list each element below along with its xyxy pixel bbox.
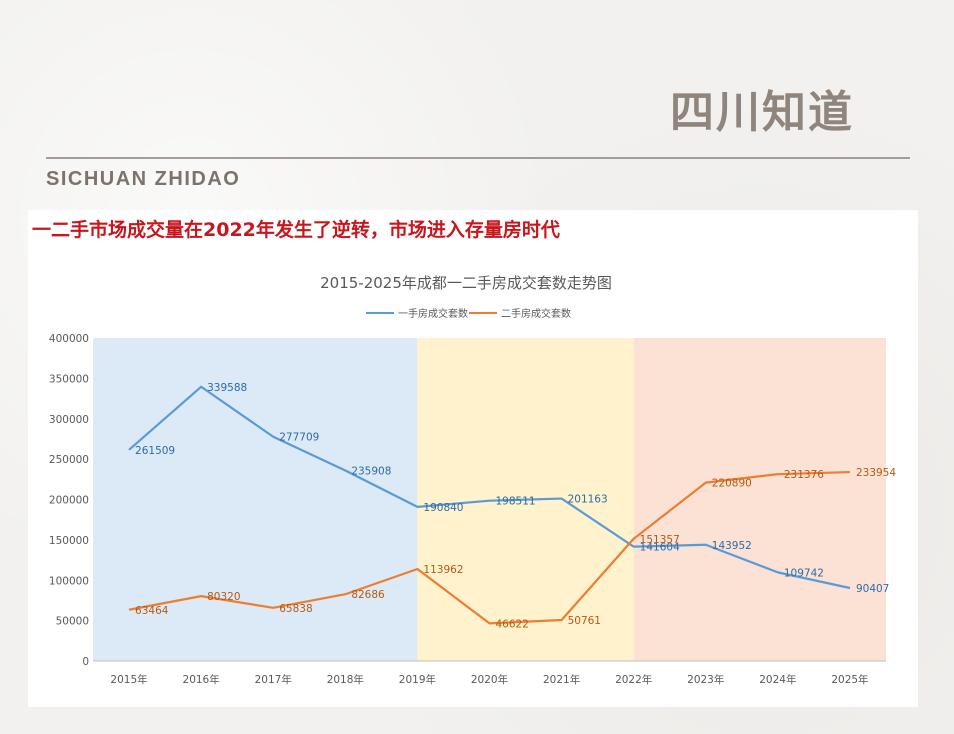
logo-text: 四川知道 [670,87,854,138]
x-tick-label: 2017年 [255,673,292,686]
data-label-series-1: 235908 [351,466,391,478]
background-zone-3 [633,338,886,661]
data-label-series-1: 190840 [423,502,463,514]
y-tick-label: 250000 [49,454,89,466]
legend-label-series-2: 二手房成交套数 [501,307,571,320]
y-tick-label: 200000 [49,495,89,507]
x-tick-label: 2024年 [759,673,796,686]
y-tick-label: 350000 [49,373,89,385]
y-tick-label: 400000 [49,333,89,345]
series-lines [128,385,851,625]
data-label-series-2: 151357 [640,534,680,546]
data-label-series-1: 90407 [856,583,889,595]
legend: 一手房成交套数 二手房成交套数 [366,307,571,320]
data-label-series-2: 50761 [568,615,601,627]
data-labels: 261509 339588 277709 235908 190840 198511 2011… [135,382,896,631]
y-tick-label: 300000 [49,414,89,426]
y-tick-label: 100000 [49,575,89,587]
y-tick-label: 150000 [49,535,89,547]
x-tick-label: 2025年 [831,673,868,686]
data-label-series-1: 277709 [279,432,319,444]
data-label-series-2: 46622 [496,618,529,630]
data-label-series-2: 82686 [351,589,385,601]
data-label-series-2: 80320 [207,591,240,603]
brand-english-name: SICHUAN ZHIDAO [46,168,241,190]
y-axis-ticks: 0 50000 100000 150000 200000 250000 300000 3500… [49,333,89,668]
series-line-1 [128,385,851,590]
data-label-series-1: 141604 [640,542,680,554]
data-label-series-1: 339588 [207,382,247,394]
y-tick-label: 0 [82,656,89,668]
data-label-series-2: 233954 [856,467,896,479]
x-tick-label: 2021年 [543,673,580,686]
x-tick-label: 2022年 [615,673,652,686]
x-tick-label: 2018年 [327,673,364,686]
brand-logo: 四川知道 [670,86,854,140]
header-divider [46,157,910,159]
x-tick-label: 2019年 [399,673,436,686]
data-label-series-2: 63464 [135,605,169,617]
series-line-2 [128,470,850,625]
legend-label-series-1: 一手房成交套数 [398,307,468,320]
data-label-series-1: 143952 [712,540,752,552]
data-label-series-2: 231376 [784,469,824,481]
y-tick-label: 50000 [56,616,89,628]
x-tick-label: 2016年 [183,673,220,686]
chart-title: 2015-2025年成都一二手房成交套数走势图 [320,274,612,292]
x-tick-label: 2015年 [110,673,147,686]
x-tick-label: 2020年 [471,673,508,686]
data-label-series-1: 261509 [135,445,175,457]
page-headline: 一二手市场成交量在2022年发生了逆转，市场进入存量房时代 [32,219,560,241]
data-label-series-2: 113962 [423,564,463,576]
data-label-series-2: 220890 [712,478,752,490]
data-label-series-1: 109742 [784,567,824,579]
x-tick-label: 2023年 [687,673,724,686]
data-label-series-1: 201163 [568,494,608,506]
x-axis-ticks: 2015年 2016年 2017年 2018年 2019年 2020年 2021年 2022年… [110,673,868,686]
data-label-series-1: 198511 [496,496,536,508]
data-label-series-2: 65838 [279,603,312,615]
